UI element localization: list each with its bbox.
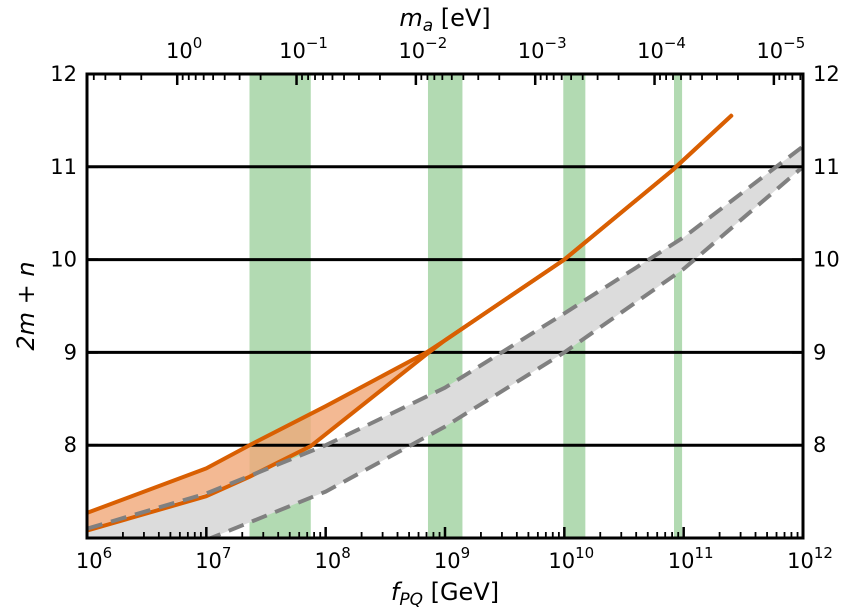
y-tick-label-right: 8 — [813, 433, 826, 457]
top-tick-label: 100 — [166, 34, 202, 63]
top-tick-label: 10−3 — [518, 34, 567, 63]
series-1-upper-line — [87, 113, 734, 515]
band-2 — [427, 74, 463, 538]
y-tick-label-left: 8 — [64, 433, 77, 457]
top-axis-label: ma [eV] — [399, 4, 490, 36]
y-tick-label-left: 10 — [50, 248, 77, 272]
series-2-upper-line — [87, 144, 803, 531]
band-4 — [674, 74, 683, 538]
plot-frame — [85, 72, 805, 540]
x-tick-label: 1012 — [787, 544, 833, 573]
x-tick-label: 108 — [315, 544, 351, 573]
top-tick-label: 10−5 — [756, 34, 805, 63]
series-1-band — [87, 115, 732, 531]
y-tick-label-left: 9 — [64, 340, 77, 364]
y-tick-label-right: 9 — [813, 340, 826, 364]
integer-lines — [87, 165, 803, 447]
y-tick-label-right: 12 — [813, 62, 840, 86]
series-1-lower-line — [87, 113, 734, 533]
series-2-lower-line — [205, 165, 803, 538]
x-axis-label: fPQ [GeV] — [391, 578, 499, 610]
series-lines — [87, 113, 803, 538]
top-tick-label: 10−2 — [398, 34, 447, 63]
top-tick-label: 10−1 — [279, 34, 328, 63]
top-tick-label: 10−4 — [637, 34, 686, 63]
y-tick-label-right: 11 — [813, 155, 840, 179]
x-tick-label: 1011 — [668, 544, 714, 573]
y-axis-label: 2m + n — [12, 261, 40, 350]
y-tick-label-left: 12 — [50, 62, 77, 86]
y-tick-label-right: 10 — [813, 248, 840, 272]
x-tick-label: 1010 — [548, 544, 594, 573]
x-tick-label: 107 — [195, 544, 231, 573]
y-tick-label-left: 11 — [50, 155, 77, 179]
x-tick-label: 106 — [76, 544, 112, 573]
x-tick-label: 109 — [434, 544, 470, 573]
